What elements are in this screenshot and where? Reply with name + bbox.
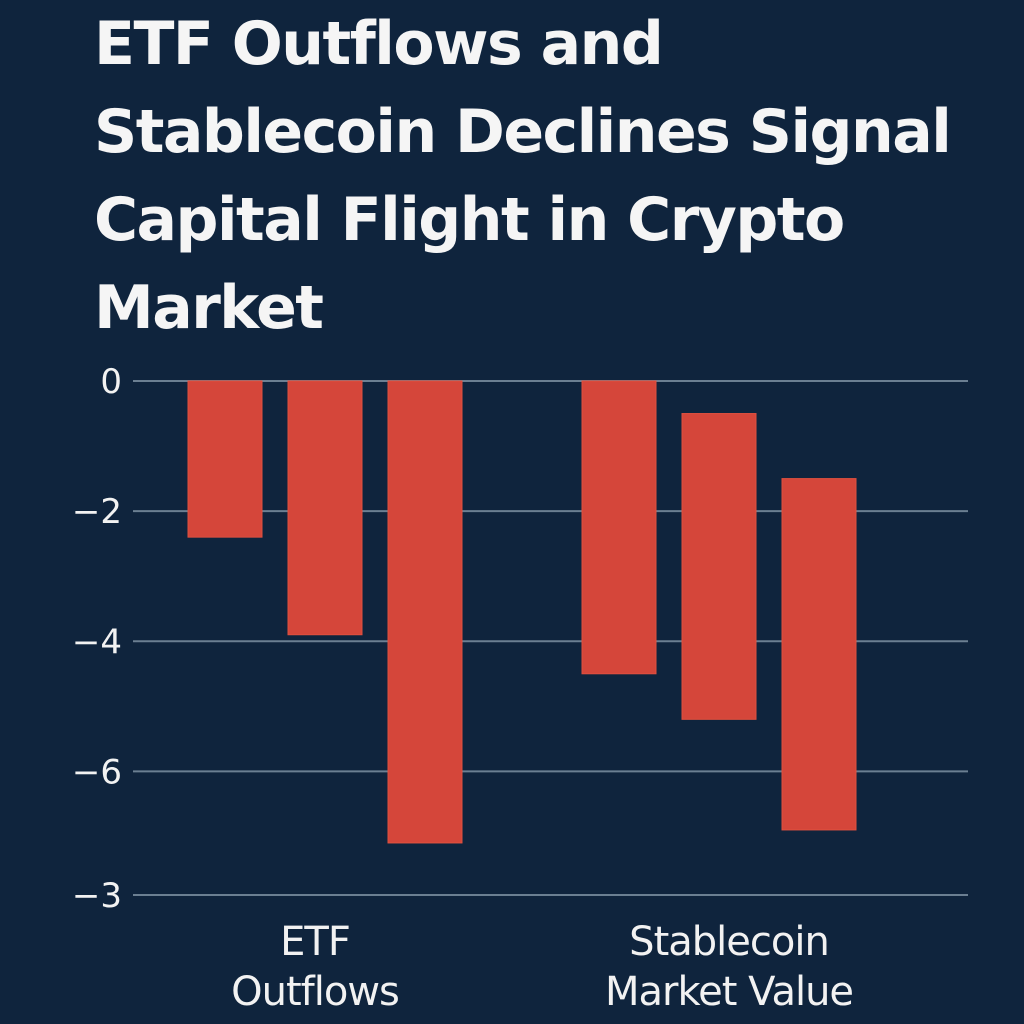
title-line: Market bbox=[94, 273, 324, 343]
x-category-label: Stablecoin bbox=[629, 919, 829, 965]
bar bbox=[781, 478, 857, 831]
y-tick-label: −6 bbox=[72, 752, 122, 792]
bar bbox=[581, 380, 657, 675]
y-tick-label: 0 bbox=[100, 362, 122, 402]
y-axis-ticks: 0 −2 −4 −6 −3 bbox=[72, 362, 122, 916]
bars bbox=[187, 380, 857, 844]
y-tick-label: −4 bbox=[72, 622, 122, 662]
x-category-label: ETF bbox=[280, 919, 350, 965]
chart-title: ETF Outflows and Stablecoin Declines Sig… bbox=[94, 0, 994, 352]
x-category-label: Market Value bbox=[605, 969, 853, 1015]
bar bbox=[681, 413, 757, 720]
bar bbox=[187, 380, 263, 538]
title-line: Capital Flight in Crypto bbox=[94, 185, 845, 255]
y-tick-label: −2 bbox=[72, 492, 122, 532]
title-line: Stablecoin Declines Signal bbox=[94, 97, 952, 167]
x-category-label: Outflows bbox=[231, 969, 399, 1015]
title-line: ETF Outflows and bbox=[94, 9, 664, 79]
y-tick-label: −3 bbox=[72, 876, 122, 916]
bar bbox=[287, 380, 363, 636]
bar bbox=[387, 380, 463, 844]
